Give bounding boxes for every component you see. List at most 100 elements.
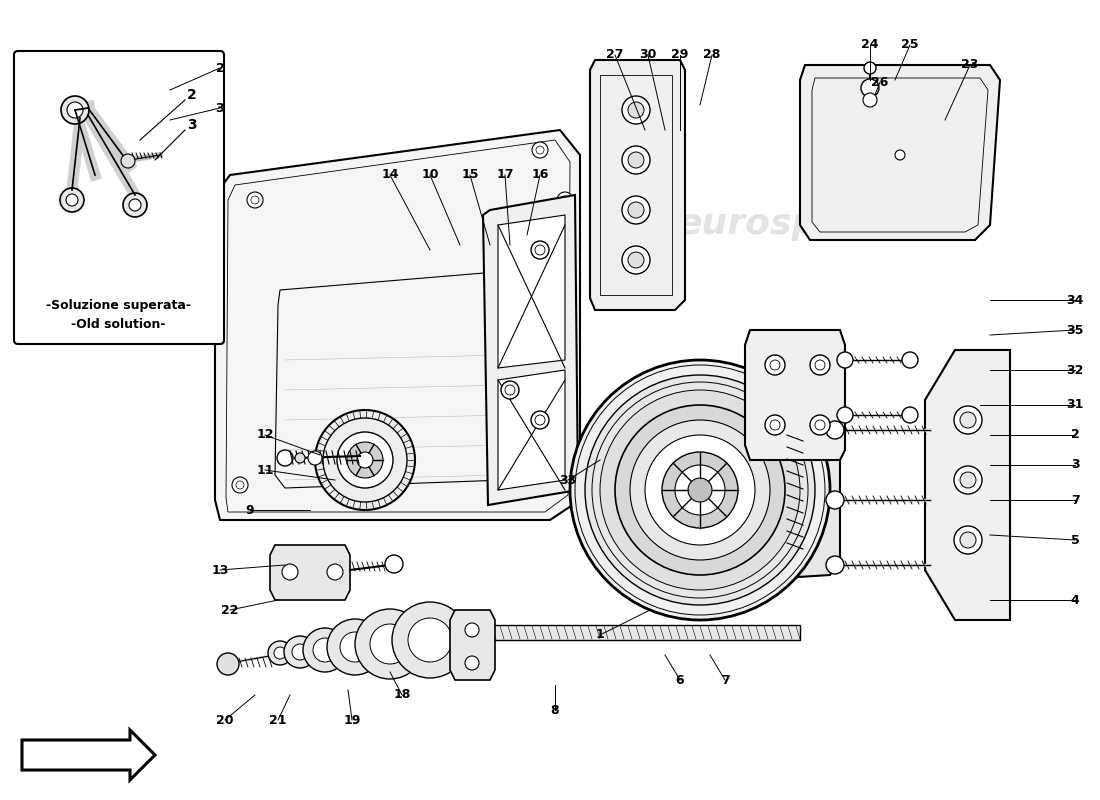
Circle shape [248,192,263,208]
Circle shape [532,142,548,158]
Polygon shape [214,130,580,520]
Polygon shape [498,215,565,368]
Text: -Soluzione superata-: -Soluzione superata- [45,298,190,311]
Circle shape [531,241,549,259]
Circle shape [337,432,393,488]
Circle shape [370,624,410,664]
Text: 29: 29 [671,49,689,62]
Circle shape [960,532,976,548]
Circle shape [277,450,293,466]
Circle shape [308,451,322,465]
Circle shape [536,146,544,154]
Text: 34: 34 [1066,294,1083,306]
Circle shape [67,102,82,118]
Polygon shape [745,330,845,460]
Circle shape [837,352,852,368]
Text: 21: 21 [270,714,287,726]
Circle shape [826,556,844,574]
Circle shape [645,435,755,545]
Text: 31: 31 [1066,398,1083,411]
Circle shape [628,152,643,168]
Text: 3: 3 [216,102,224,114]
Circle shape [531,411,549,429]
Text: 1: 1 [595,629,604,642]
Text: 13: 13 [211,563,229,577]
Circle shape [465,623,478,637]
Circle shape [630,420,770,560]
Circle shape [895,150,905,160]
Circle shape [902,352,918,368]
Circle shape [217,653,239,675]
Text: 35: 35 [1066,323,1083,337]
Circle shape [600,390,800,590]
Circle shape [621,196,650,224]
Circle shape [66,194,78,206]
Text: 19: 19 [343,714,361,726]
Text: 12: 12 [256,429,274,442]
Text: 28: 28 [703,49,720,62]
Text: 4: 4 [1070,594,1079,606]
Text: 23: 23 [961,58,979,71]
Circle shape [861,79,879,97]
Circle shape [864,93,877,107]
Circle shape [465,656,478,670]
FancyBboxPatch shape [14,51,224,344]
Circle shape [392,602,468,678]
Circle shape [960,412,976,428]
Circle shape [621,96,650,124]
Circle shape [505,385,515,395]
Circle shape [815,420,825,430]
Circle shape [662,452,738,528]
Text: 7: 7 [720,674,729,686]
Circle shape [500,381,519,399]
Circle shape [815,360,825,370]
Circle shape [327,564,343,580]
Circle shape [315,410,415,510]
Circle shape [408,618,452,662]
Circle shape [129,199,141,211]
Text: 2: 2 [187,88,197,102]
Circle shape [346,442,383,478]
Circle shape [123,193,147,217]
Circle shape [292,644,308,660]
Text: 7: 7 [1070,494,1079,506]
Text: 26: 26 [871,75,889,89]
Circle shape [552,462,568,478]
Circle shape [621,246,650,274]
Circle shape [688,478,712,502]
Circle shape [628,252,643,268]
Text: 10: 10 [421,169,439,182]
Circle shape [535,245,544,255]
Polygon shape [270,545,350,600]
Circle shape [960,472,976,488]
Text: 24: 24 [861,38,879,51]
Circle shape [327,619,383,675]
Polygon shape [415,625,800,640]
Text: 14: 14 [382,169,398,182]
Circle shape [556,466,564,474]
Polygon shape [750,400,840,580]
Text: -Old solution-: -Old solution- [70,318,165,331]
Circle shape [340,632,370,662]
Circle shape [251,196,258,204]
Circle shape [232,477,248,493]
Circle shape [675,465,725,515]
Circle shape [121,154,135,168]
Circle shape [615,405,785,575]
Circle shape [954,526,982,554]
Text: 25: 25 [901,38,918,51]
Text: eurospares: eurospares [277,394,559,438]
Circle shape [557,192,573,208]
Circle shape [628,102,643,118]
Polygon shape [925,350,1010,620]
Circle shape [570,360,830,620]
Circle shape [535,415,544,425]
Circle shape [385,555,403,573]
Text: 17: 17 [496,169,514,182]
Text: 15: 15 [461,169,478,182]
Text: 11: 11 [256,463,274,477]
Text: 20: 20 [217,714,233,726]
Circle shape [810,355,830,375]
Circle shape [902,407,918,423]
Text: 3: 3 [1070,458,1079,471]
